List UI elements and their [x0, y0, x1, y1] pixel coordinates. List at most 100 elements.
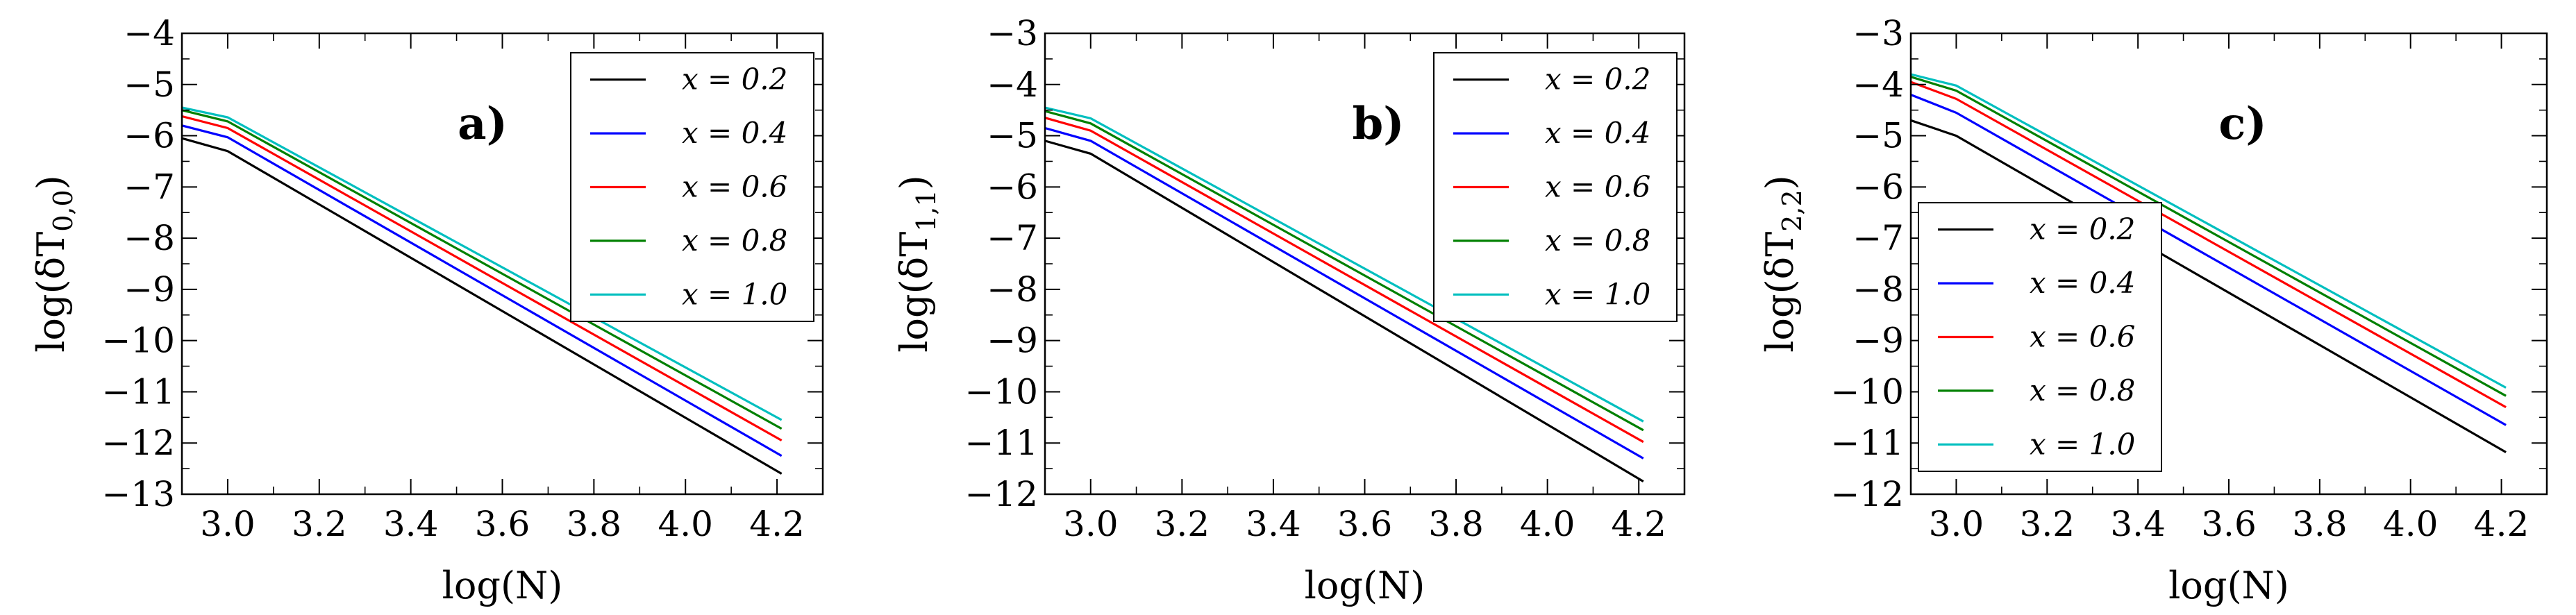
panel-2: 3.0 3.2 3.4 3.6 3.8 4.0 4.2 −12 −11 −10 −9 −8 −7 −6 −5…	[892, 13, 1686, 607]
y-tick-label: −3	[987, 13, 1038, 53]
legend-entry-3: x = 0.6	[1545, 170, 1650, 204]
series-line-1	[1045, 140, 1644, 482]
x-axis-label: log(N)	[2168, 564, 2289, 607]
y-tick-label: −12	[1830, 474, 1904, 514]
y-tick-label: −8	[987, 269, 1038, 310]
series-line-3	[1045, 117, 1644, 444]
y-axis-label-close: )	[29, 175, 73, 189]
series-line-4	[1911, 76, 2507, 397]
legend-entry-4: x = 0.8	[1545, 224, 1650, 258]
y-tick-label: −11	[101, 371, 175, 412]
plot-frame	[1044, 32, 1686, 496]
x-tick-label: 4.2	[1611, 504, 1666, 544]
legend: x = 0.2 x = 0.4 x = 0.6 x = 0.8 x = 1.0	[570, 52, 814, 322]
legend-entry-5: x = 1.0	[682, 277, 787, 311]
x-tick-label: 4.0	[658, 504, 713, 544]
y-axis-label-subscript: 0,0	[48, 189, 78, 231]
y-tick-label: −5	[987, 116, 1038, 156]
legend-entry-3: x = 0.6	[2030, 320, 2135, 354]
y-tick-label: −11	[1830, 423, 1904, 463]
y-tick-label: −4	[1852, 65, 1904, 105]
x-tick-label: 3.4	[2110, 504, 2166, 544]
x-tick-label: 3.2	[1155, 504, 1210, 544]
y-axis-label-subscript: 2,2	[1777, 189, 1807, 231]
x-tick-label: 3.4	[1246, 504, 1301, 544]
y-tick-label: −6	[987, 167, 1038, 207]
panel-label: a)	[458, 98, 508, 150]
y-axis-label-close: )	[1758, 175, 1802, 189]
legend: x = 0.2 x = 0.4 x = 0.6 x = 0.8 x = 1.0	[1918, 202, 2162, 472]
series-line-5	[1911, 73, 2507, 389]
y-tick-label: −7	[1852, 218, 1904, 258]
series-line-4	[1045, 110, 1644, 432]
plot-frame	[181, 32, 824, 496]
legend-entry-3: x = 0.6	[682, 170, 787, 204]
series-group	[182, 106, 783, 475]
y-tick-label: −7	[987, 218, 1038, 258]
y-axis-label: log(δT1,1)	[892, 175, 942, 352]
y-tick-label: −6	[1852, 167, 1904, 207]
x-tick-label: 3.0	[1063, 504, 1119, 544]
panel-label: b)	[1352, 98, 1404, 150]
y-axis-label-close: )	[892, 175, 936, 189]
legend-entry-1: x = 0.2	[1545, 62, 1650, 96]
y-tick-label: −9	[124, 269, 175, 310]
series-group	[1911, 73, 2507, 453]
x-axis-label: log(N)	[1305, 564, 1425, 607]
y-tick-label: −5	[1852, 116, 1904, 156]
panel-label: c)	[2218, 98, 2266, 150]
series-line-2	[182, 124, 783, 457]
x-tick-label: 3.2	[2020, 504, 2075, 544]
series-line-1	[1911, 119, 2507, 453]
x-tick-label: 4.0	[1520, 504, 1575, 544]
y-tick-label: −5	[124, 65, 175, 105]
y-tick-label: −4	[124, 13, 175, 53]
y-axis-label: log(δT2,2)	[1758, 175, 1807, 352]
series-line-2	[1911, 94, 2507, 426]
x-tick-label: 3.4	[383, 504, 439, 544]
legend-entry-2: x = 0.4	[2030, 266, 2135, 300]
x-tick-label: 3.0	[200, 504, 256, 544]
y-tick-label: −10	[1830, 371, 1904, 412]
y-tick-label: −10	[101, 321, 175, 361]
x-tick-label: 3.0	[1929, 504, 1984, 544]
y-tick-label: −12	[964, 474, 1038, 514]
x-tick-label: 3.8	[2292, 504, 2348, 544]
y-axis-label-base: log(δT	[892, 232, 936, 353]
x-tick-label: 4.2	[2474, 504, 2529, 544]
y-tick-label: −9	[987, 321, 1038, 361]
legend-entry-1: x = 0.2	[682, 62, 787, 96]
y-tick-label: −8	[124, 218, 175, 258]
series-line-1	[182, 137, 783, 475]
legend-entry-4: x = 0.8	[2030, 373, 2135, 407]
y-tick-label: −12	[101, 423, 175, 463]
y-tick-label: −6	[124, 116, 175, 156]
series-line-4	[182, 109, 783, 430]
legend-entry-2: x = 0.4	[682, 116, 787, 150]
x-tick-label: 3.6	[1337, 504, 1393, 544]
x-tick-label: 4.0	[2383, 504, 2439, 544]
x-tick-label: 3.6	[2201, 504, 2257, 544]
x-tick-label: 3.2	[292, 504, 347, 544]
y-axis-label: log(δT0,0)	[29, 175, 78, 352]
y-axis-label-base: log(δT	[1758, 232, 1802, 353]
y-tick-label: −13	[101, 474, 175, 514]
panel-3: 3.0 3.2 3.4 3.6 3.8 4.0 4.2 −12 −11 −10 −9 −8 −7 −6 −5…	[1758, 13, 2548, 607]
legend-entry-1: x = 0.2	[2030, 212, 2135, 246]
x-axis-label: log(N)	[442, 564, 563, 607]
legend-entry-5: x = 1.0	[1545, 277, 1650, 311]
legend-entry-4: x = 0.8	[682, 224, 787, 258]
y-tick-label: −8	[1852, 269, 1904, 310]
series-group	[1045, 106, 1644, 482]
legend-entry-5: x = 1.0	[2030, 427, 2135, 461]
y-axis-label-subscript: 1,1	[911, 189, 942, 231]
y-tick-label: −3	[1852, 13, 1904, 53]
y-tick-label: −7	[124, 167, 175, 207]
series-line-3	[1911, 81, 2507, 408]
y-tick-label: −9	[1852, 321, 1904, 361]
x-tick-label: 4.2	[749, 504, 805, 544]
panel-1: 3.0 3.2 3.4 3.6 3.8 4.0 4.2 −13 −12 −11 −10 −9 −8 −7 −…	[29, 13, 824, 607]
y-tick-label: −11	[964, 423, 1038, 463]
y-axis-label-base: log(δT	[29, 232, 73, 353]
